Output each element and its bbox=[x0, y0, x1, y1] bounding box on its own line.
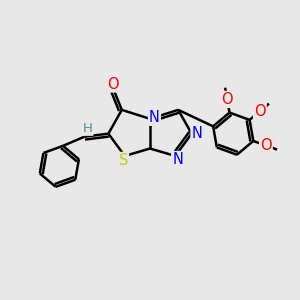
Text: S: S bbox=[118, 153, 128, 168]
Text: H: H bbox=[82, 122, 92, 135]
Text: O: O bbox=[221, 92, 233, 107]
Text: N: N bbox=[191, 126, 203, 141]
Text: O: O bbox=[254, 104, 266, 119]
Text: O: O bbox=[107, 76, 119, 92]
Text: O: O bbox=[260, 138, 272, 153]
Text: N: N bbox=[172, 152, 183, 167]
Text: N: N bbox=[149, 110, 160, 125]
